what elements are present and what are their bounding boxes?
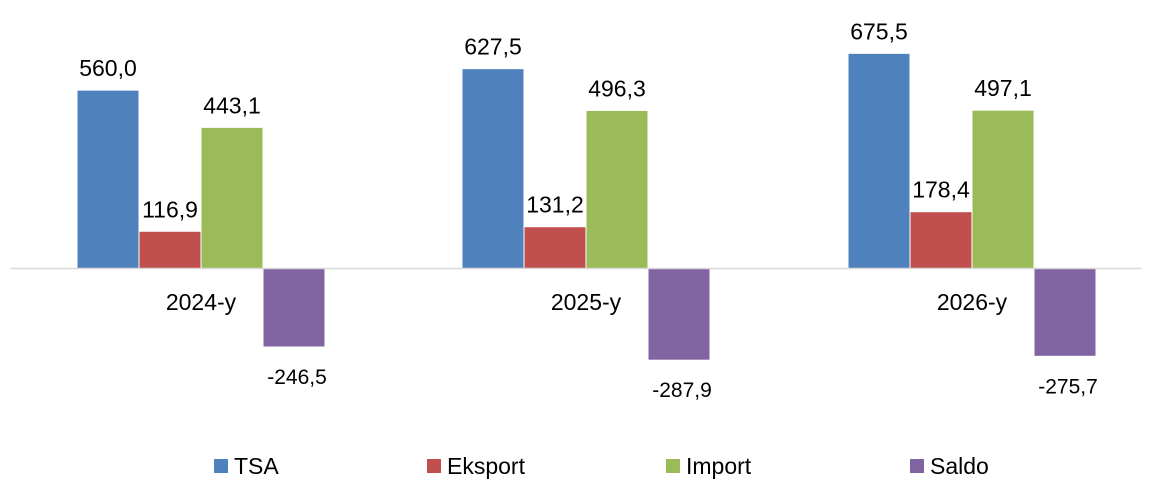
- bar-tsa-2024-y: [76, 89, 140, 269]
- data-label-eksport-2024-y: 116,9: [142, 196, 198, 222]
- bar-eksport-2026-y: [909, 211, 973, 269]
- legend-swatch-saldo: [910, 459, 924, 473]
- bar-tsa-2025-y: [461, 68, 525, 269]
- category-label-2026-y: 2026-y: [937, 289, 1008, 315]
- bar-import-2025-y: [585, 109, 649, 269]
- bar-import-2024-y: [200, 126, 264, 269]
- data-label-import-2024-y: 443,1: [203, 92, 261, 118]
- data-label-eksport-2025-y: 131,2: [526, 192, 584, 218]
- data-label-tsa-2026-y: 675,5: [850, 18, 908, 44]
- bar-saldo-2025-y: [647, 268, 711, 361]
- category-label-2024-y: 2024-y: [166, 289, 237, 315]
- bar-saldo-2026-y: [1033, 268, 1097, 357]
- data-label-tsa-2024-y: 560,0: [79, 55, 137, 81]
- legend-swatch-eksport: [427, 459, 441, 473]
- legend-swatch-import: [666, 459, 680, 473]
- bar-eksport-2025-y: [523, 226, 587, 269]
- data-label-eksport-2026-y: 178,4: [912, 177, 970, 203]
- data-labels-layer: 560,0 116,9 443,1 -246,5 627,5 131,2 496,3 -287…: [79, 18, 1098, 402]
- legend-label-eksport: Eksport: [447, 453, 526, 479]
- data-label-saldo-2024-y: -246,5: [267, 366, 327, 389]
- bar-eksport-2024-y: [138, 230, 202, 269]
- category-labels-layer: 2024-y 2025-y 2026-y: [166, 289, 1008, 315]
- legend-label-import: Import: [686, 453, 752, 479]
- legend: TSA Eksport Import Saldo: [214, 453, 989, 479]
- data-label-saldo-2025-y: -287,9: [652, 379, 712, 402]
- data-label-saldo-2026-y: -275,7: [1038, 375, 1098, 398]
- bar-tsa-2026-y: [847, 52, 911, 269]
- data-label-tsa-2025-y: 627,5: [464, 34, 522, 60]
- bar-import-2026-y: [971, 109, 1035, 270]
- category-label-2025-y: 2025-y: [551, 289, 622, 315]
- legend-swatch-tsa: [214, 459, 228, 473]
- bars-layer: [76, 52, 1097, 361]
- data-label-import-2025-y: 496,3: [588, 75, 646, 101]
- legend-label-tsa: TSA: [234, 453, 279, 479]
- bar-saldo-2024-y: [262, 268, 326, 348]
- legend-label-saldo: Saldo: [930, 453, 989, 479]
- data-label-import-2026-y: 497,1: [974, 75, 1032, 101]
